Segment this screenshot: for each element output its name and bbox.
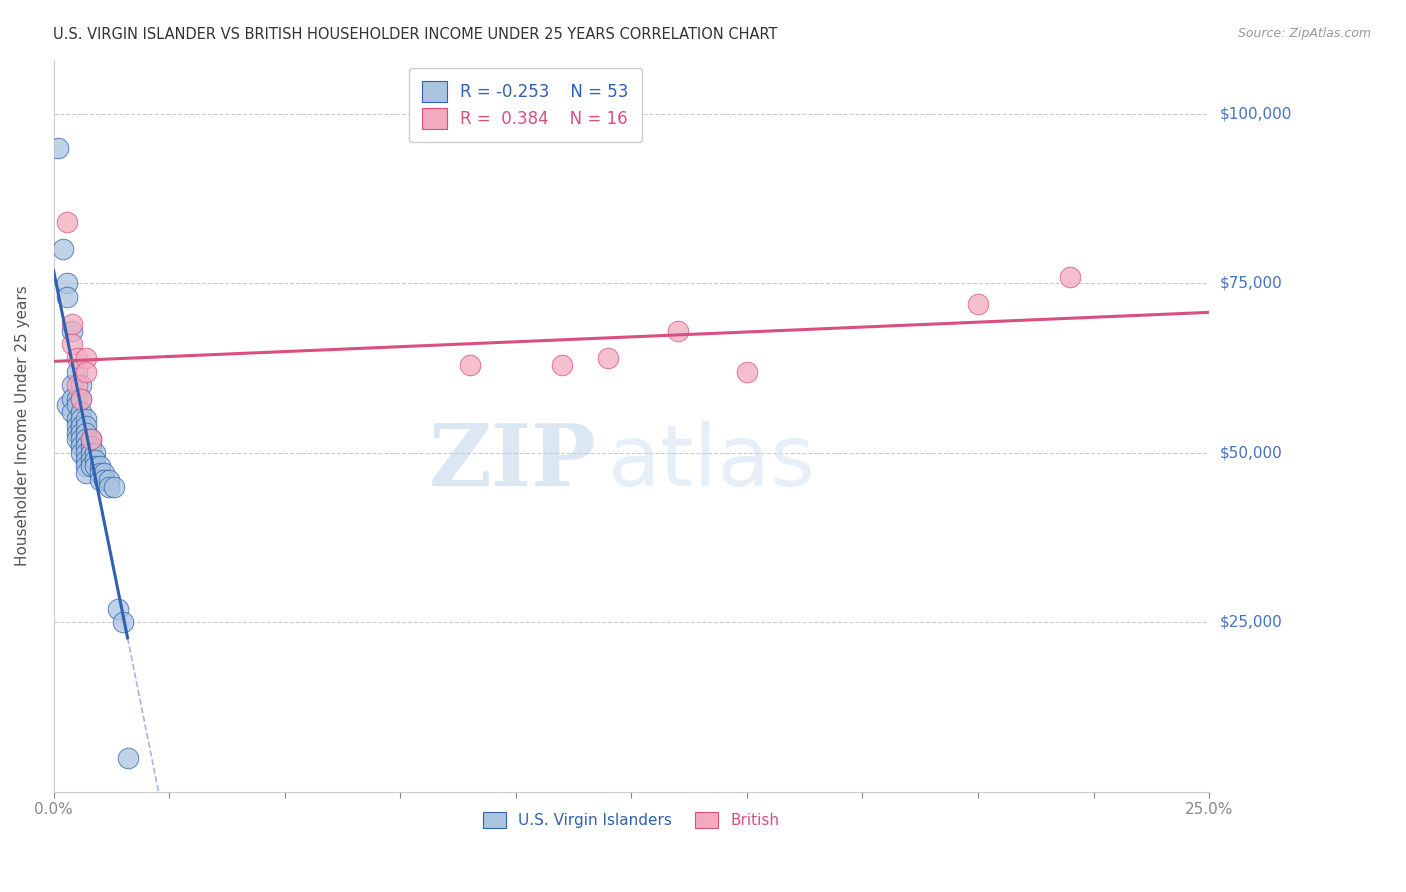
Point bbox=[79, 433, 101, 447]
Point bbox=[66, 351, 89, 365]
Point bbox=[107, 602, 129, 616]
Point bbox=[70, 392, 93, 406]
Point bbox=[93, 467, 115, 481]
Point bbox=[60, 378, 83, 392]
Point bbox=[70, 392, 93, 406]
Point bbox=[60, 337, 83, 351]
Point bbox=[75, 412, 97, 426]
Point bbox=[98, 473, 121, 487]
Point bbox=[75, 351, 97, 365]
Point bbox=[70, 446, 93, 460]
Point bbox=[98, 480, 121, 494]
Point bbox=[666, 324, 689, 338]
Point bbox=[84, 452, 107, 467]
Point bbox=[103, 480, 125, 494]
Point bbox=[56, 290, 79, 304]
Point bbox=[967, 296, 990, 310]
Text: atlas: atlas bbox=[609, 421, 817, 504]
Text: $75,000: $75,000 bbox=[1220, 276, 1282, 291]
Point bbox=[56, 215, 79, 229]
Point bbox=[458, 358, 481, 372]
Point bbox=[46, 141, 69, 155]
Point bbox=[60, 392, 83, 406]
Point bbox=[66, 378, 89, 392]
Point bbox=[84, 459, 107, 474]
Point bbox=[66, 412, 89, 426]
Point bbox=[70, 433, 93, 447]
Point bbox=[70, 412, 93, 426]
Point bbox=[84, 446, 107, 460]
Point bbox=[79, 452, 101, 467]
Text: $25,000: $25,000 bbox=[1220, 615, 1282, 630]
Text: ZIP: ZIP bbox=[429, 420, 596, 504]
Point bbox=[56, 277, 79, 291]
Text: $50,000: $50,000 bbox=[1220, 445, 1282, 460]
Point bbox=[551, 358, 574, 372]
Point bbox=[75, 452, 97, 467]
Point bbox=[70, 418, 93, 433]
Point bbox=[70, 405, 93, 419]
Text: U.S. VIRGIN ISLANDER VS BRITISH HOUSEHOLDER INCOME UNDER 25 YEARS CORRELATION CH: U.S. VIRGIN ISLANDER VS BRITISH HOUSEHOL… bbox=[53, 27, 778, 42]
Point bbox=[70, 425, 93, 440]
Point bbox=[66, 418, 89, 433]
Text: $100,000: $100,000 bbox=[1220, 106, 1292, 121]
Point bbox=[79, 446, 101, 460]
Point bbox=[735, 365, 758, 379]
Point bbox=[60, 405, 83, 419]
Point bbox=[89, 459, 111, 474]
Point bbox=[52, 243, 75, 257]
Point bbox=[93, 473, 115, 487]
Point bbox=[75, 446, 97, 460]
Point bbox=[66, 433, 89, 447]
Point bbox=[75, 365, 97, 379]
Legend: U.S. Virgin Islanders, British: U.S. Virgin Islanders, British bbox=[475, 805, 787, 836]
Point bbox=[79, 459, 101, 474]
Point bbox=[66, 392, 89, 406]
Point bbox=[117, 751, 139, 765]
Point bbox=[60, 317, 83, 331]
Point bbox=[60, 324, 83, 338]
Text: Source: ZipAtlas.com: Source: ZipAtlas.com bbox=[1237, 27, 1371, 40]
Point bbox=[598, 351, 620, 365]
Point bbox=[79, 439, 101, 453]
Point bbox=[70, 378, 93, 392]
Point bbox=[75, 459, 97, 474]
Point bbox=[79, 433, 101, 447]
Y-axis label: Householder Income Under 25 years: Householder Income Under 25 years bbox=[15, 285, 30, 566]
Point bbox=[75, 433, 97, 447]
Point bbox=[70, 439, 93, 453]
Point bbox=[111, 615, 134, 630]
Point bbox=[75, 425, 97, 440]
Point bbox=[66, 365, 89, 379]
Point bbox=[75, 439, 97, 453]
Point bbox=[89, 473, 111, 487]
Point bbox=[89, 467, 111, 481]
Point bbox=[75, 467, 97, 481]
Point bbox=[56, 399, 79, 413]
Point bbox=[1059, 269, 1081, 284]
Point bbox=[66, 399, 89, 413]
Point bbox=[75, 418, 97, 433]
Point bbox=[66, 425, 89, 440]
